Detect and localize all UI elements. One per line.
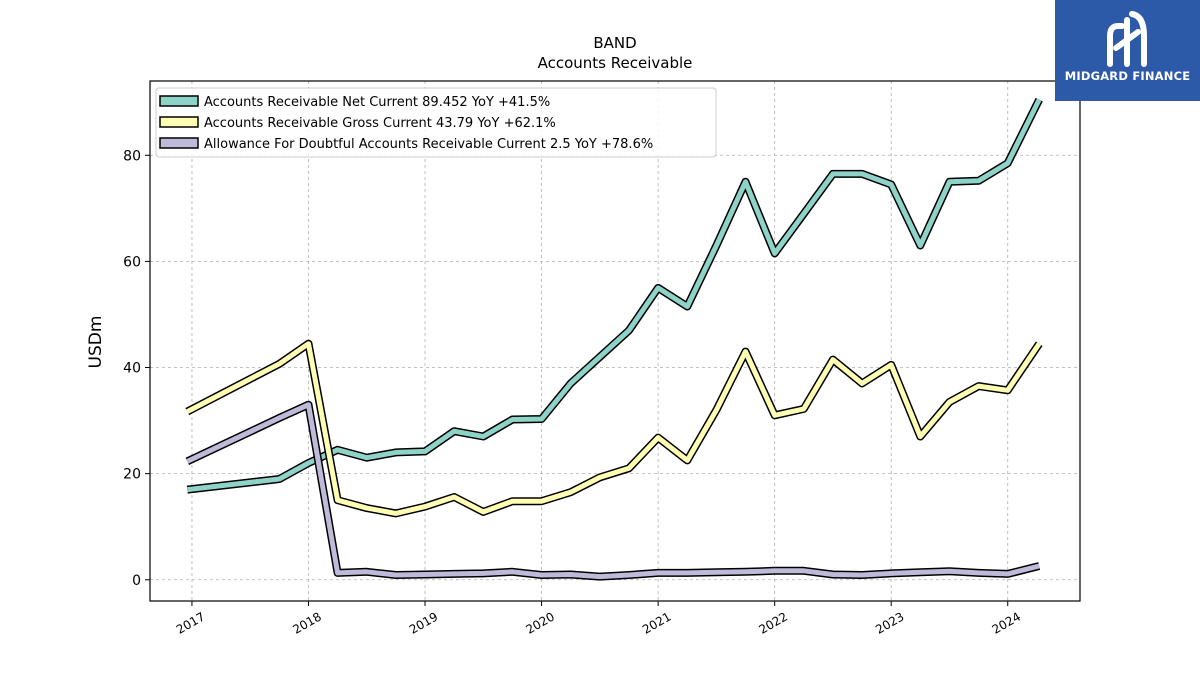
x-tick-label: 2018 [290,609,323,636]
logo-text: MIDGARD FINANCE [1064,69,1191,83]
tick-layer: 0 20 40 60 80 2017 2018 2019 2020 2021 2022 2023 202… [123,148,1023,637]
midgard-logo-icon [1107,11,1147,67]
series-line [187,98,1042,493]
plot-frame [149,80,1081,602]
x-tick-label: 2017 [174,609,207,636]
midgard-finance-logo: MIDGARD FINANCE [1055,0,1200,101]
series-layer [185,97,1043,581]
series-line [186,402,1040,580]
x-tick-label: 2024 [990,609,1023,636]
legend-swatch [159,116,199,128]
y-tick-label: 0 [132,573,141,589]
x-tick-label: 2022 [757,609,790,636]
x-tick-label: 2019 [407,609,440,636]
chart-title: BAND [593,34,636,52]
legend-entry: Accounts Receivable Net Current 89.452 Y… [204,95,550,110]
chart-subtitle: Accounts Receivable [538,54,693,72]
legend-swatch [159,137,199,149]
y-tick-label: 80 [123,148,141,164]
y-tick-label: 20 [123,467,141,483]
y-tick-label: 40 [123,361,141,377]
series-line [186,341,1042,516]
legend-entry: Accounts Receivable Gross Current 43.79 … [204,116,556,131]
legend-swatch [159,95,199,107]
x-tick-label: 2020 [523,609,556,636]
grid-layer [150,81,1080,601]
legend-box [155,87,717,158]
y-tick-label: 60 [123,254,141,270]
y-axis-label: USDm [86,316,106,369]
legend: Accounts Receivable Net Current 89.452 Y… [155,87,717,158]
legend-entry: Allowance For Doubtful Accounts Receivab… [204,137,653,152]
x-tick-label: 2021 [640,609,673,636]
x-tick-label: 2023 [873,609,906,636]
